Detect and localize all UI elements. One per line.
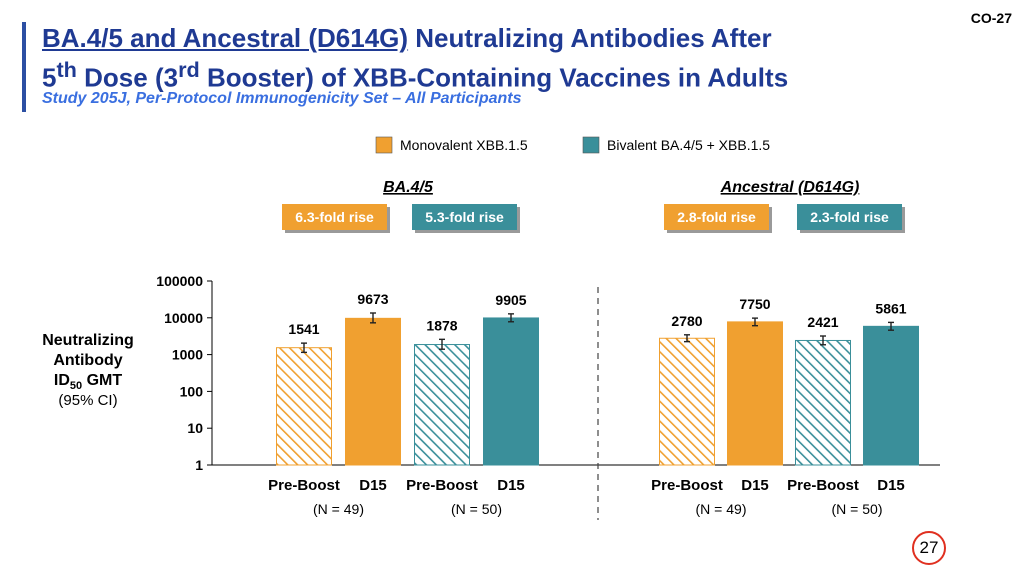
legend-label: Bivalent BA.4/5 + XBB.1.5 xyxy=(607,137,770,153)
bar-value-label: 5861 xyxy=(875,300,906,316)
bar xyxy=(345,317,401,466)
x-category-label: Pre-Boost xyxy=(787,477,859,494)
fold-rise-badge xyxy=(797,204,902,230)
x-category-label: Pre-Boost xyxy=(268,477,340,494)
y-tick-label: 1 xyxy=(195,457,203,473)
y-axis-title-part: ID xyxy=(54,372,70,389)
x-category-label: D15 xyxy=(359,477,387,494)
y-axis-title-gmt: ID50 GMT xyxy=(54,372,122,392)
fold-rise-badge xyxy=(412,204,517,230)
bar-value-label: 9905 xyxy=(495,292,526,308)
bar xyxy=(414,344,470,466)
y-axis-title-line: Neutralizing xyxy=(42,332,134,349)
bar-value-label: 1541 xyxy=(288,321,319,337)
x-category-label: Pre-Boost xyxy=(651,477,723,494)
title-underlined-part: BA.4/5 and Ancestral (D614G) xyxy=(42,23,409,53)
bar-value-label: 7750 xyxy=(739,296,770,312)
fold-rise-label: 6.3-fold rise xyxy=(295,209,374,225)
bar-value-label: 2421 xyxy=(807,314,838,330)
y-tick-label: 1000 xyxy=(172,347,203,363)
y-tick-label: 100 xyxy=(180,383,204,399)
x-category-label: D15 xyxy=(877,477,905,494)
title-sup-rd: rd xyxy=(178,57,200,82)
panel-title: Ancestral (D614G) xyxy=(720,179,860,196)
n-label: (N = 49) xyxy=(696,501,747,517)
bar xyxy=(659,337,715,466)
title-line2-a: 5 xyxy=(42,62,57,93)
fold-rise-badge xyxy=(282,204,387,230)
bar xyxy=(483,317,539,466)
bar-value-label: 1878 xyxy=(426,317,457,333)
x-category-label: D15 xyxy=(741,477,769,494)
title-line2-b: Dose (3 xyxy=(76,62,179,93)
panel-title: BA.4/5 xyxy=(383,179,434,196)
subscript-50: 50 xyxy=(70,380,82,392)
legend-label: Monovalent XBB.1.5 xyxy=(400,137,528,153)
bar-value-label: 9673 xyxy=(357,291,388,307)
legend-swatch xyxy=(582,136,600,154)
slide-subtitle: Study 205J, Per-Protocol Immunogenicity … xyxy=(42,90,522,107)
fold-rise-label: 2.3-fold rise xyxy=(810,209,889,225)
title-accent-bar xyxy=(22,22,26,112)
bar xyxy=(863,325,919,466)
fold-rise-label: 2.8-fold rise xyxy=(677,209,756,225)
y-axis-title-part: GMT xyxy=(82,372,122,389)
n-label: (N = 50) xyxy=(451,501,502,517)
slide-id: CO-27 xyxy=(970,10,1012,26)
y-tick-label: 100000 xyxy=(156,273,203,289)
fold-rise-label: 5.3-fold rise xyxy=(425,209,504,225)
n-label: (N = 49) xyxy=(313,501,364,517)
x-category-label: Pre-Boost xyxy=(406,477,478,494)
bar xyxy=(795,339,851,466)
slide-title: BA.4/5 and Ancestral (D614G) Neutralizin… xyxy=(42,22,942,94)
bar xyxy=(276,347,332,466)
title-line2-c: Booster) of XBB-Containing Vaccines in A… xyxy=(199,62,789,93)
x-category-label: D15 xyxy=(497,477,525,494)
n-label: (N = 50) xyxy=(832,501,883,517)
y-axis-title-ci: (95% CI) xyxy=(58,392,117,409)
y-tick-label: 10 xyxy=(187,420,203,436)
page-number: 27 xyxy=(912,531,946,565)
title-sup-th: th xyxy=(56,57,77,82)
bar xyxy=(727,321,783,466)
y-tick-label: 10000 xyxy=(164,310,203,326)
legend-swatch xyxy=(375,136,393,154)
fold-rise-badge xyxy=(664,204,769,230)
title-part-2: Neutralizing Antibodies After xyxy=(408,23,772,53)
bar-value-label: 2780 xyxy=(671,313,702,329)
y-axis-title-line: Antibody xyxy=(53,352,122,369)
